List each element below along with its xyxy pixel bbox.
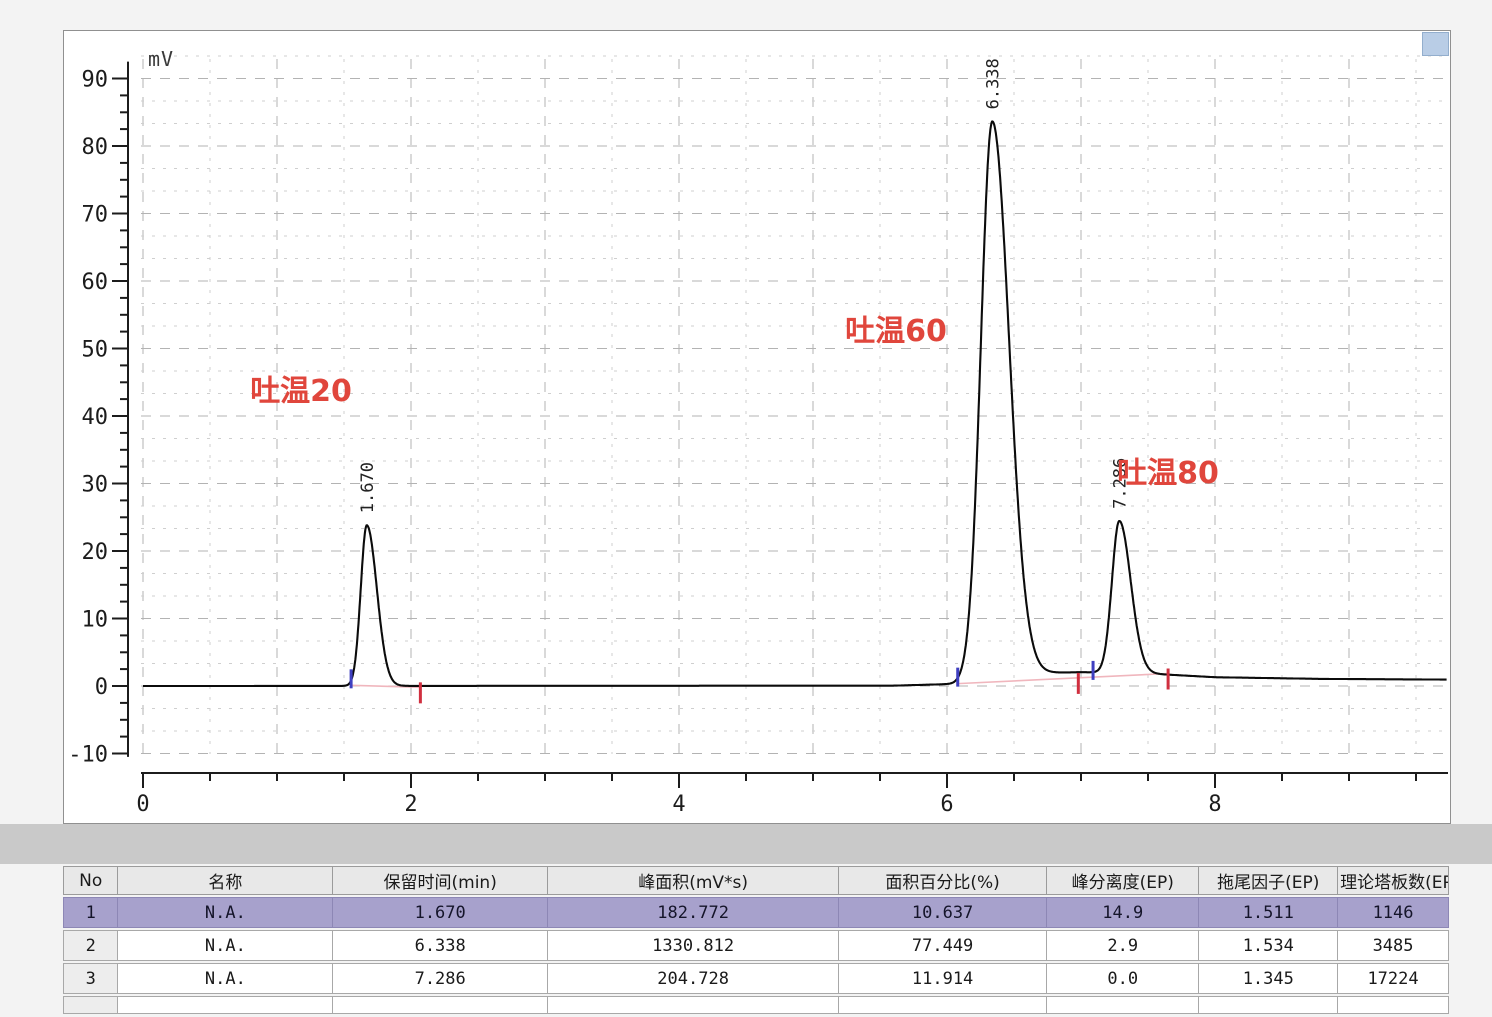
table-body: 1 N.A. 1.670 182.772 10.637 14.9 1.511 1146 2 N.A… [63,897,1449,1014]
peak-table-cell [1047,996,1200,1014]
x-tick-label: 4 [672,792,685,817]
y-tick-label: 60 [82,270,109,295]
column-header: 保留时间(min) [333,866,549,895]
column-header: 峰分离度(EP) [1047,866,1200,895]
y-tick-label: 10 [82,608,109,633]
column-header: 面积百分比(%) [839,866,1048,895]
x-axis: 0 2 4 6 8 [136,772,1448,817]
peak-table-cell [118,996,334,1014]
x-tick-label: 8 [1208,792,1221,817]
chromatogram-panel: -10 0 10 20 30 40 50 60 70 80 90 0 2 4 6 8 1.670 6.338 7.2… [63,30,1451,824]
peak-table-cell: 14.9 [1047,897,1200,928]
peak-table-cell: 182.772 [548,897,840,928]
chromatogram-trace [143,120,1447,688]
peak-table-cell: 6.338 [333,930,549,961]
peak-table-cell: 17224 [1338,963,1449,994]
column-header: 理论塔板数(EP) [1338,866,1449,895]
peak-table-cell: 1.534 [1199,930,1339,961]
peak-table-cell: 2 [63,930,119,961]
peak-table-cell: 77.449 [839,930,1048,961]
peak-table-cell: 1146 [1338,897,1449,928]
x-tick-label: 0 [136,792,149,817]
y-tick-label: 0 [95,675,108,700]
peak-table-cell: 204.728 [548,963,840,994]
peak-table-cell [333,996,549,1014]
y-tick-label: 90 [82,68,109,93]
y-tick-label: 50 [82,338,109,363]
column-header: No [63,866,119,895]
peak-retention-label: 7.286 [1110,458,1130,509]
y-tick-label: 70 [82,203,109,228]
integration-markers [349,660,1170,704]
scroll-corner-handle[interactable] [1422,32,1449,56]
column-header: 拖尾因子(EP) [1199,866,1339,895]
y-tick-label: 40 [82,405,109,430]
peak-table-cell [1199,996,1339,1014]
y-tick-label: 20 [82,540,109,565]
peak-table-cell [839,996,1048,1014]
peak-results-table: No 名称 保留时间(min) 峰面积(mV*s) 面积百分比(%) 峰分离度(EP) 拖尾… [63,864,1449,1016]
chromatogram-plot: -10 0 10 20 30 40 50 60 70 80 90 0 2 4 6 8 1.670 6.338 7.2… [68,55,1448,817]
peak-table-cell [548,996,840,1014]
integration-baseline [957,672,1169,685]
peak-table-cell: 3 [63,963,119,994]
separator-band [0,824,1492,864]
peak-table-row[interactable]: 1 N.A. 1.670 182.772 10.637 14.9 1.511 1146 [63,897,1449,928]
peak-annotation: 吐温80 [1117,456,1219,491]
peak-table-cell: 3485 [1338,930,1449,961]
peak-table-cell: 10.637 [839,897,1048,928]
peak-retention-label: 6.338 [983,58,1003,109]
x-tick-label: 2 [404,792,417,817]
peak-table-cell: 1330.812 [548,930,840,961]
peak-annotation: 吐温20 [250,374,352,409]
peak-table-cell: 1 [63,897,119,928]
x-tick-label: 6 [940,792,953,817]
peak-table-cell: 2.9 [1047,930,1200,961]
table-header: No 名称 保留时间(min) 峰面积(mV*s) 面积百分比(%) 峰分离度(EP) 拖尾… [63,866,1449,895]
peak-table-cell: 0.0 [1047,963,1200,994]
peak-table-cell: N.A. [118,963,334,994]
y-tick-label: 80 [82,135,109,160]
peak-table-cell [1338,996,1449,1014]
table-header-row: No 名称 保留时间(min) 峰面积(mV*s) 面积百分比(%) 峰分离度(EP) 拖尾… [63,866,1449,895]
peak-table-cell: 1.511 [1199,897,1339,928]
y-tick-label: -10 [68,743,108,768]
integration-baseline [351,684,421,689]
peak-table-row[interactable]: 2 N.A. 6.338 1330.812 77.449 2.9 1.534 3485 [63,930,1449,961]
peak-table-cell: 1.345 [1199,963,1339,994]
peak-annotation: 吐温60 [845,314,947,349]
peak-retention-label: 1.670 [358,462,378,513]
peak-table-row[interactable]: 3 N.A. 7.286 204.728 11.914 0.0 1.345 17224 [63,963,1449,994]
peak-table-cell: N.A. [118,897,334,928]
peak-table-cell: 1.670 [333,897,549,928]
peak-table-cell [63,996,119,1014]
y-axis: -10 0 10 20 30 40 50 60 70 80 90 [68,61,129,768]
column-header: 名称 [118,866,334,895]
y-tick-label: 30 [82,473,109,498]
column-header: 峰面积(mV*s) [548,866,840,895]
peak-annotations: 吐温20 吐温60 吐温80 [250,314,1219,491]
peak-table-cell: N.A. [118,930,334,961]
integration-baselines [351,672,1169,689]
peak-table-cell: 7.286 [333,963,549,994]
peak-labels: 1.670 6.338 7.286 [358,58,1131,513]
y-axis-unit-label: mV [148,47,175,71]
peak-table-cell: 11.914 [839,963,1048,994]
peak-table-row-empty[interactable] [63,996,1449,1014]
